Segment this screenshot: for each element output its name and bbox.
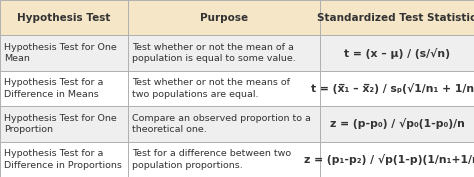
Text: Compare an observed proportion to a
theoretical one.: Compare an observed proportion to a theo… bbox=[132, 114, 310, 134]
Text: Hypothesis Test: Hypothesis Test bbox=[18, 13, 110, 23]
Text: Test whether or not the mean of a
population is equal to some value.: Test whether or not the mean of a popula… bbox=[132, 43, 295, 63]
Text: z = (p-p₀) / √p₀(1-p₀)/n: z = (p-p₀) / √p₀(1-p₀)/n bbox=[329, 118, 465, 129]
Text: Hypothesis Test for a
Difference in Means: Hypothesis Test for a Difference in Mean… bbox=[4, 78, 103, 99]
Bar bbox=[128, 35, 320, 71]
Text: t = (x – μ) / (s/√n): t = (x – μ) / (s/√n) bbox=[344, 48, 450, 59]
Bar bbox=[128, 142, 320, 177]
Bar bbox=[128, 106, 320, 142]
Text: Test whether or not the means of
two populations are equal.: Test whether or not the means of two pop… bbox=[132, 78, 290, 99]
Bar bbox=[320, 71, 474, 106]
Text: Standardized Test Statistic: Standardized Test Statistic bbox=[318, 13, 474, 23]
Bar bbox=[0, 71, 128, 106]
Text: t = (x̅₁ – x̅₂) / sₚ(√1/n₁ + 1/n₂): t = (x̅₁ – x̅₂) / sₚ(√1/n₁ + 1/n₂) bbox=[310, 83, 474, 94]
Bar bbox=[320, 0, 474, 35]
Bar bbox=[0, 0, 128, 35]
Text: Hypothesis Test for One
Proportion: Hypothesis Test for One Proportion bbox=[4, 114, 117, 134]
Bar bbox=[0, 35, 128, 71]
Bar bbox=[0, 106, 128, 142]
Text: Hypothesis Test for a
Difference in Proportions: Hypothesis Test for a Difference in Prop… bbox=[4, 149, 122, 170]
Bar bbox=[128, 71, 320, 106]
Text: Test for a difference between two
population proportions.: Test for a difference between two popula… bbox=[132, 149, 291, 170]
Bar bbox=[0, 142, 128, 177]
Bar bbox=[320, 106, 474, 142]
Text: Hypothesis Test for One
Mean: Hypothesis Test for One Mean bbox=[4, 43, 117, 63]
Bar bbox=[320, 35, 474, 71]
Bar bbox=[320, 142, 474, 177]
Text: Purpose: Purpose bbox=[200, 13, 248, 23]
Bar bbox=[128, 0, 320, 35]
Text: z = (p₁-p₂) / √p(1-p)(1/n₁+1/n₂): z = (p₁-p₂) / √p(1-p)(1/n₁+1/n₂) bbox=[304, 154, 474, 165]
